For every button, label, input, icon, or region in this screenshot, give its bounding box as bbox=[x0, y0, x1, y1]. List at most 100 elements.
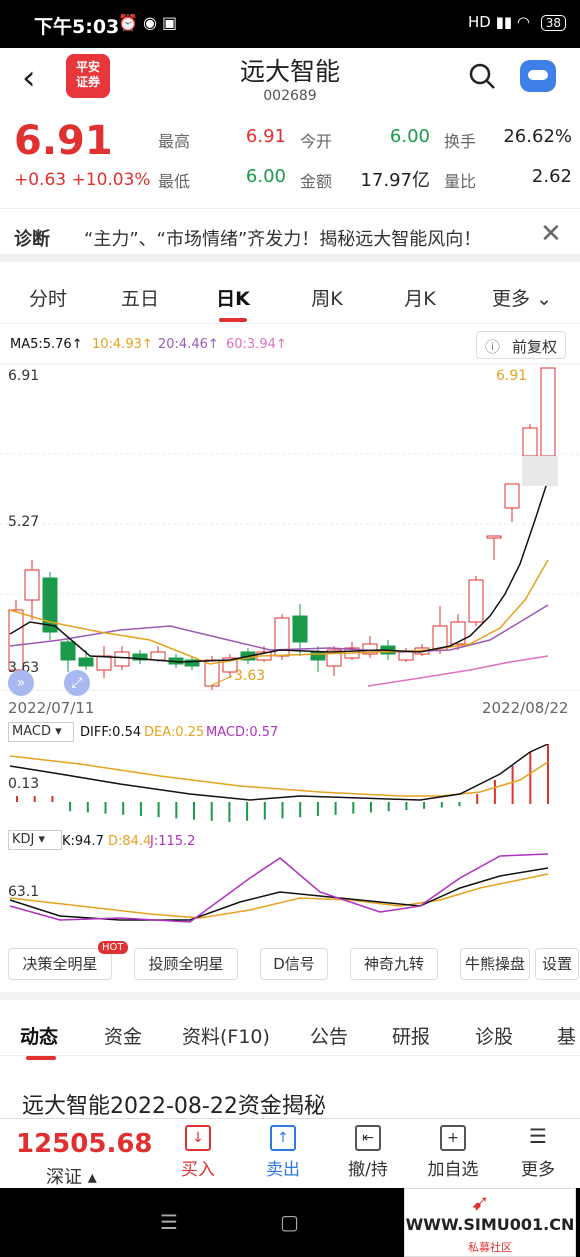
bull-bear-button[interactable]: 牛熊操盘 bbox=[460, 948, 530, 980]
candle-body bbox=[486, 535, 502, 539]
open-label: 今开 bbox=[300, 132, 333, 151]
candle-body bbox=[398, 651, 414, 661]
tab-weekly-k[interactable]: 周K bbox=[311, 288, 343, 310]
macd-bar bbox=[228, 802, 231, 822]
tab-daily-k[interactable]: 日K bbox=[216, 288, 250, 310]
macd-selector[interactable]: MACD ▾ bbox=[8, 722, 74, 742]
broker-logo[interactable]: 平安 证券 bbox=[66, 54, 110, 98]
sell-button[interactable]: ↑ 卖出 bbox=[253, 1125, 313, 1180]
macd-bar bbox=[122, 802, 125, 815]
home-icon[interactable]: ▢ bbox=[280, 1210, 299, 1234]
more-button[interactable]: ☰ 更多 bbox=[508, 1125, 568, 1180]
caret-up-icon: ▴ bbox=[87, 1167, 97, 1188]
macd-axis-label: 0.13 bbox=[8, 776, 40, 792]
fullscreen-icon[interactable]: ⤢ bbox=[64, 670, 90, 696]
tab-five-day[interactable]: 五日 bbox=[120, 288, 159, 310]
low-mark-label: 3.63 bbox=[234, 668, 266, 684]
quote-panel: 6.91 +0.63 +10.03% 最高 6.91 今开 6.00 换手 26… bbox=[0, 112, 580, 208]
decision-star-button[interactable]: 决策全明星 bbox=[8, 948, 112, 980]
buy-label: 买入 bbox=[181, 1160, 215, 1180]
add-watchlist-button[interactable]: + 加自选 bbox=[423, 1125, 483, 1180]
tab-intraday[interactable]: 分时 bbox=[28, 288, 67, 310]
recents-icon[interactable]: ☰ bbox=[160, 1210, 178, 1234]
index-name[interactable]: 深证 ▴ bbox=[46, 1163, 97, 1189]
macd-name: MACD bbox=[12, 724, 51, 739]
ma10-line bbox=[9, 559, 549, 665]
candle-body bbox=[362, 643, 378, 655]
feed-tab-news[interactable]: 动态 bbox=[20, 1026, 59, 1048]
macd-bar bbox=[263, 802, 266, 820]
feed-tab-f10[interactable]: 资料(F10) bbox=[182, 1026, 270, 1048]
kdj-chart bbox=[9, 853, 549, 923]
index-value[interactable]: 12505.68 bbox=[16, 1129, 153, 1159]
assistant-robot-icon[interactable] bbox=[520, 60, 556, 92]
status-right: HD ▮▮ ◠ 38 bbox=[468, 13, 566, 31]
macd-value: MACD:0.57 bbox=[206, 725, 279, 740]
more-label: 更多 bbox=[521, 1160, 555, 1180]
news-title[interactable]: 远大智能2022-08-22资金揭秘 bbox=[22, 1094, 326, 1119]
open-value: 6.00 bbox=[389, 126, 430, 147]
volratio-label: 量比 bbox=[444, 172, 477, 191]
watermark-text: WWW.SIMU001.CN bbox=[405, 1215, 575, 1234]
feed-tab-research[interactable]: 研报 bbox=[392, 1026, 431, 1048]
period-tabs: 分时 五日 日K 周K 月K 更多 ⌄ bbox=[0, 268, 580, 324]
ma20-line bbox=[9, 604, 549, 653]
macd-bar bbox=[281, 802, 284, 819]
macd-bar bbox=[210, 802, 213, 821]
dea-line bbox=[9, 755, 549, 797]
candle-body bbox=[450, 621, 466, 645]
back-icon[interactable]: ‹ bbox=[22, 58, 36, 98]
expand-icon[interactable]: » bbox=[8, 670, 34, 696]
adjust-selector[interactable]: ⓘ 前复权 bbox=[476, 331, 566, 359]
low-value: 6.00 bbox=[245, 166, 286, 187]
macd-bar bbox=[423, 802, 426, 809]
macd-bar bbox=[458, 802, 461, 807]
settings-button[interactable]: 设置 bbox=[535, 948, 579, 980]
macd-bar bbox=[69, 802, 72, 812]
candles-group bbox=[8, 367, 556, 690]
kdj-d-line bbox=[9, 873, 549, 919]
macd-dea: DEA:0.25 bbox=[144, 725, 205, 740]
status-bar: 下午5:03 ⏰ ◉ ▣ HD ▮▮ ◠ 38 bbox=[0, 0, 580, 48]
kline-chart[interactable] bbox=[0, 360, 580, 700]
kdj-k: K:94.7 bbox=[62, 834, 104, 849]
feed-tab-funds[interactable]: 资金 bbox=[104, 1026, 143, 1048]
price-cursor-box bbox=[522, 456, 558, 486]
menu-icon: ☰ bbox=[529, 1124, 547, 1148]
diagnosis-text[interactable]: “主力”、“市场情绪”齐发力！揭秘远大智能风向！ bbox=[84, 229, 482, 250]
cancel-hold-button[interactable]: ⇤ 撤/持 bbox=[338, 1125, 398, 1180]
macd-bar bbox=[387, 802, 390, 812]
date-end: 2022/08/22 bbox=[482, 699, 569, 717]
buy-button[interactable]: ↓ 买入 bbox=[168, 1125, 228, 1180]
macd-bar bbox=[157, 802, 160, 818]
candle-body bbox=[60, 641, 76, 661]
hot-badge: HOT bbox=[98, 941, 128, 954]
search-icon[interactable] bbox=[468, 62, 496, 90]
high-mark-label: 6.91 bbox=[496, 368, 528, 384]
cancel-hold-icon: ⇤ bbox=[355, 1125, 381, 1151]
macd-bar bbox=[16, 796, 18, 802]
close-icon[interactable]: ✕ bbox=[540, 219, 562, 249]
info-icon: ⓘ bbox=[485, 338, 501, 356]
advisor-star-button[interactable]: 投顾全明星 bbox=[134, 948, 238, 980]
tab-monthly-k[interactable]: 月K bbox=[404, 288, 436, 310]
stock-header: ‹ 平安 证券 远大智能 002689 bbox=[0, 48, 580, 112]
last-price: 6.91 bbox=[14, 118, 113, 164]
magic-nine-button[interactable]: 神奇九转 bbox=[350, 948, 438, 980]
diagnosis-banner[interactable]: 诊断 “主力”、“市场情绪”齐发力！揭秘远大智能风向！ ✕ bbox=[0, 208, 580, 262]
notification-icons: ⏰ ◉ ▣ bbox=[118, 13, 178, 32]
d-signal-button[interactable]: D信号 bbox=[260, 948, 328, 980]
tab-more[interactable]: 更多 ⌄ bbox=[482, 284, 562, 311]
macd-bar bbox=[193, 802, 195, 820]
date-start: 2022/07/11 bbox=[8, 699, 95, 717]
macd-bar bbox=[405, 802, 408, 810]
bottom-action-bar: 12505.68 深证 ▴ ↓ 买入 ↑ 卖出 ⇤ 撤/持 + 加自选 ☰ 更多 bbox=[0, 1118, 580, 1188]
kdj-selector[interactable]: KDJ ▾ bbox=[8, 830, 62, 850]
macd-bar bbox=[299, 802, 302, 818]
amount-value: 17.97亿 bbox=[360, 170, 430, 191]
high-value: 6.91 bbox=[245, 126, 286, 147]
feed-tab-diagnose[interactable]: 诊股 bbox=[475, 1026, 514, 1048]
feed-tab-announcements[interactable]: 公告 bbox=[310, 1026, 349, 1048]
macd-bar bbox=[493, 780, 496, 804]
feed-tab-fund[interactable]: 基 bbox=[557, 1026, 577, 1048]
